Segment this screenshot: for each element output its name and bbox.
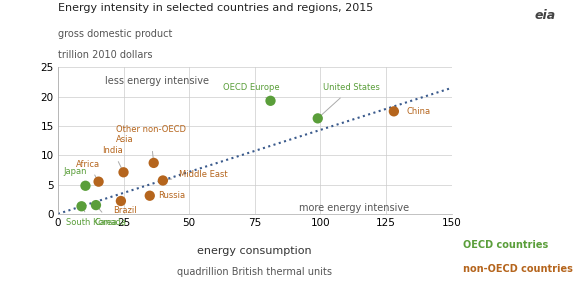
Point <box>145 193 155 198</box>
Point <box>119 170 128 175</box>
Text: quadrillion British thermal units: quadrillion British thermal units <box>177 267 332 277</box>
Text: energy consumption: energy consumption <box>197 246 312 256</box>
Text: gross domestic product: gross domestic product <box>58 29 173 39</box>
Text: Other non-OECD
Asia: Other non-OECD Asia <box>116 125 186 159</box>
Text: Middle East: Middle East <box>167 170 228 180</box>
Text: United States: United States <box>321 84 380 115</box>
Text: trillion 2010 dollars: trillion 2010 dollars <box>58 50 152 60</box>
Point <box>266 98 275 103</box>
Point <box>389 109 398 114</box>
Point <box>149 161 158 165</box>
Text: less energy intensive: less energy intensive <box>105 76 209 86</box>
Point <box>116 199 126 203</box>
Text: OECD countries: OECD countries <box>463 240 548 250</box>
Point <box>94 179 103 184</box>
Text: Brazil: Brazil <box>113 201 137 215</box>
Text: China: China <box>407 107 431 116</box>
Text: OECD Europe: OECD Europe <box>223 84 280 98</box>
Point <box>81 183 90 188</box>
Text: non-OECD countries: non-OECD countries <box>463 264 573 274</box>
Text: eia: eia <box>535 9 556 22</box>
Text: Japan: Japan <box>63 167 87 183</box>
Point <box>158 178 167 183</box>
Text: Energy intensity in selected countries and regions, 2015: Energy intensity in selected countries a… <box>58 3 373 13</box>
Point <box>77 204 86 209</box>
Text: more energy intensive: more energy intensive <box>299 203 409 213</box>
Text: South Korea: South Korea <box>66 210 117 227</box>
Text: Africa: Africa <box>76 160 100 178</box>
Text: Canada: Canada <box>94 208 127 227</box>
Text: Russia: Russia <box>150 191 185 200</box>
Point <box>313 116 323 121</box>
Point <box>91 203 101 207</box>
Text: India: India <box>102 146 123 168</box>
